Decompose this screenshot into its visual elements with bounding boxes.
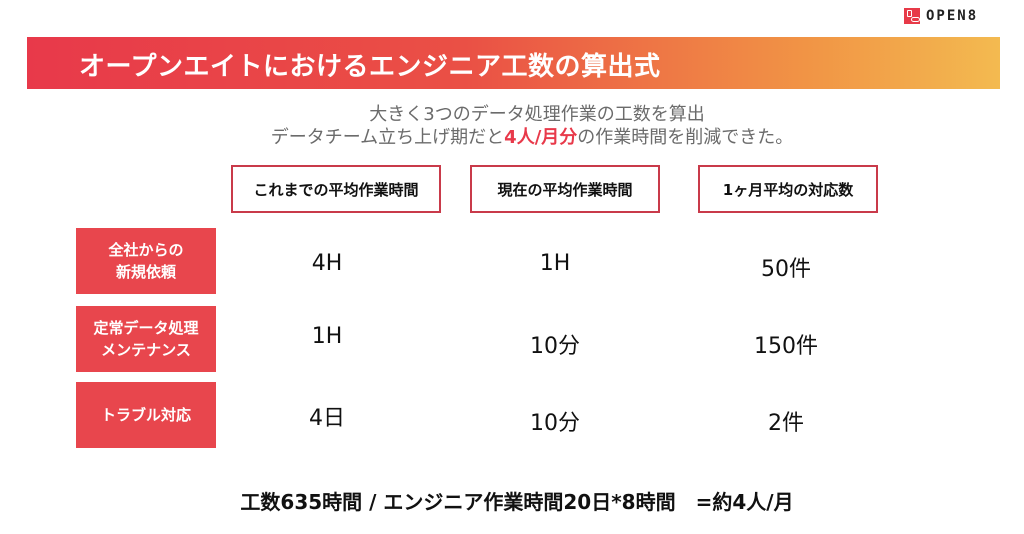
subtitle-highlight: 4人/月分 <box>504 127 578 148</box>
cell-maintenance-current: 10分 <box>530 334 580 359</box>
column-header-previous-avg-time: これまでの平均作業時間 <box>231 165 441 213</box>
cell-trouble-current: 10分 <box>530 411 580 436</box>
cell-new-requests-previous: 4H <box>311 251 343 276</box>
page-title: オープンエイトにおけるエンジニア工数の算出式 <box>79 52 661 82</box>
subtitle-prefix: データチーム立ち上げ期だと <box>270 127 505 148</box>
cell-maintenance-count: 150件 <box>754 334 818 359</box>
cell-trouble-previous: 4日 <box>309 406 345 431</box>
subtitle-line-2: データチーム立ち上げ期だと4人/月分の作業時間を削減できた。 <box>0 123 1024 149</box>
row-label-line2: メンテナンス <box>101 341 191 359</box>
column-header-monthly-count: 1ヶ月平均の対応数 <box>698 165 878 213</box>
cell-trouble-count: 2件 <box>768 411 804 436</box>
logo-text: OPEN8 <box>926 8 979 24</box>
column-header-current-avg-time: 現在の平均作業時間 <box>470 165 660 213</box>
row-header-new-requests: 全社からの 新規依頼 <box>76 228 216 294</box>
formula-text: 工数635時間 / エンジニア作業時間20日*8時間 =約4人/月 <box>240 490 794 514</box>
row-label-line2: 新規依頼 <box>115 263 176 281</box>
subtitle-line-1: 大きく3つのデータ処理作業の工数を算出 <box>369 104 705 125</box>
cell-maintenance-previous: 1H <box>311 324 343 349</box>
row-label-line1: 定常データ処理 <box>93 319 199 337</box>
cell-new-requests-count: 50件 <box>761 257 811 282</box>
subtitle-suffix: の作業時間を削減できた。 <box>577 127 794 148</box>
open8-logo: OPEN8 <box>904 8 978 24</box>
open8-logo-mark <box>904 8 920 24</box>
row-header-maintenance: 定常データ処理 メンテナンス <box>76 306 216 372</box>
cell-new-requests-current: 1H <box>539 251 571 276</box>
row-label-line1: 全社からの <box>108 241 184 259</box>
row-label-line1: トラブル対応 <box>100 406 191 424</box>
row-header-trouble: トラブル対応 <box>76 382 216 448</box>
title-banner: オープンエイトにおけるエンジニア工数の算出式 <box>27 37 1000 89</box>
